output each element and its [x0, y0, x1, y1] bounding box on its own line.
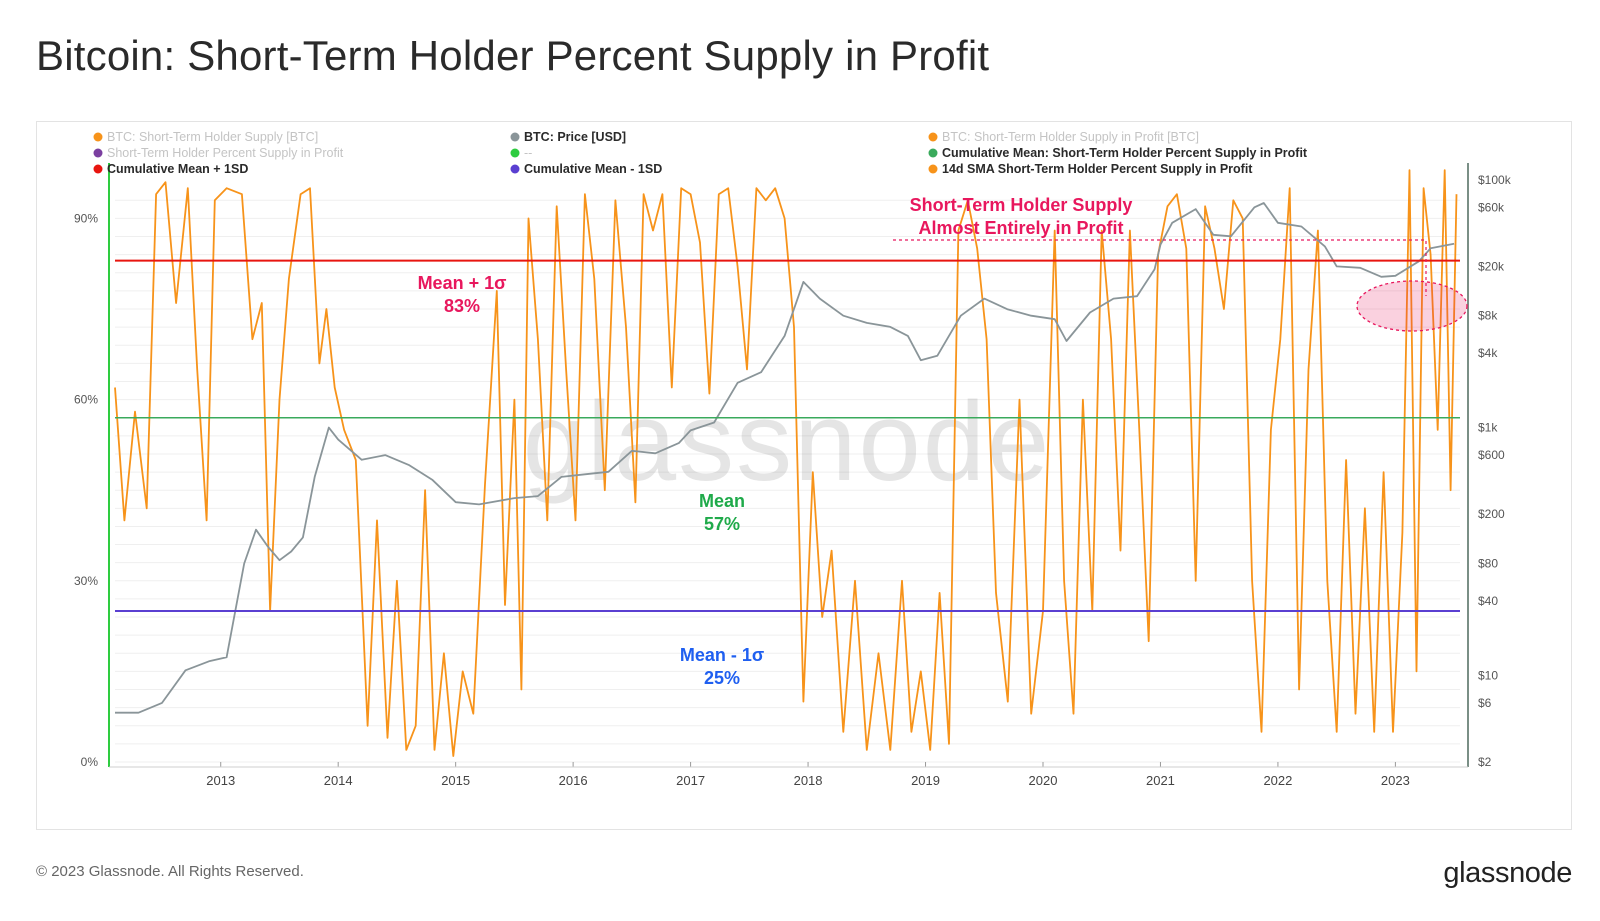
- btc-price-line: [115, 202, 1455, 714]
- y2-tick-label: $10: [1478, 668, 1498, 682]
- glassnode-logo: glassnode: [1443, 857, 1572, 889]
- chart-frame: [36, 121, 1572, 830]
- legend-marker: [928, 148, 938, 158]
- y-tick-label: 60%: [74, 393, 98, 407]
- x-tick-label: 2016: [559, 773, 588, 788]
- x-tick-label: 2013: [206, 773, 235, 788]
- y2-tick-label: $200: [1478, 507, 1505, 521]
- mean-minus-label: Mean - 1σ: [680, 645, 764, 665]
- legend-label[interactable]: BTC: Price [USD]: [524, 130, 626, 144]
- y2-tick-label: $6: [1478, 696, 1492, 710]
- y-tick-label: 30%: [74, 574, 98, 588]
- chart-title: Bitcoin: Short-Term Holder Percent Suppl…: [36, 32, 990, 79]
- legend-label[interactable]: Cumulative Mean: Short-Term Holder Perce…: [942, 146, 1308, 160]
- legend-label[interactable]: BTC: Short-Term Holder Supply in Profit …: [942, 130, 1199, 144]
- legend-marker: [928, 164, 938, 174]
- highlight-ellipse: [1356, 280, 1468, 332]
- y2-tick-label: $600: [1478, 448, 1505, 462]
- y2-tick-label: $40: [1478, 594, 1498, 608]
- y2-tick-label: $2: [1478, 755, 1492, 769]
- x-tick-label: 2018: [794, 773, 823, 788]
- legend-marker: [510, 164, 520, 174]
- y2-tick-label: $60k: [1478, 200, 1505, 214]
- y2-tick-label: $4k: [1478, 346, 1498, 360]
- x-tick-label: 2017: [676, 773, 705, 788]
- mean-minus-value: 25%: [704, 668, 740, 688]
- callout-leader-line: [893, 239, 1427, 296]
- x-tick-label: 2020: [1029, 773, 1058, 788]
- legend-label[interactable]: Short-Term Holder Percent Supply in Prof…: [107, 146, 344, 160]
- legend-label[interactable]: Cumulative Mean + 1SD: [107, 162, 248, 176]
- legend-label[interactable]: 14d SMA Short-Term Holder Percent Supply…: [942, 162, 1253, 176]
- y-tick-label: 0%: [81, 755, 99, 769]
- mean-plus-label: Mean + 1σ: [418, 273, 507, 293]
- y2-tick-label: $80: [1478, 557, 1498, 571]
- x-tick-label: 2014: [324, 773, 353, 788]
- watermark: glassnode: [523, 379, 1052, 504]
- legend-marker: [93, 164, 103, 174]
- legend-label[interactable]: BTC: Short-Term Holder Supply [BTC]: [107, 130, 318, 144]
- mean-label: Mean: [699, 491, 745, 511]
- legend-marker: [928, 132, 938, 142]
- callout-line-1: Short-Term Holder Supply: [910, 195, 1133, 215]
- legend-marker: [93, 132, 103, 142]
- sth-percent-supply-line: [114, 169, 1458, 757]
- mean-value: 57%: [704, 514, 740, 534]
- y2-tick-label: $1k: [1478, 421, 1498, 435]
- callout-line-2: Almost Entirely in Profit: [918, 218, 1123, 238]
- y-tick-label: 90%: [74, 211, 98, 225]
- x-tick-label: 2019: [911, 773, 940, 788]
- mean-plus-value: 83%: [444, 296, 480, 316]
- x-tick-label: 2023: [1381, 773, 1410, 788]
- legend-marker: [510, 132, 520, 142]
- y2-tick-label: $100k: [1478, 173, 1512, 187]
- legend-marker: [510, 148, 520, 158]
- legend-marker: [93, 148, 103, 158]
- y2-tick-label: $20k: [1478, 259, 1505, 273]
- y2-tick-label: $8k: [1478, 309, 1498, 323]
- x-tick-label: 2015: [441, 773, 470, 788]
- copyright-footer: © 2023 Glassnode. All Rights Reserved.: [36, 863, 304, 880]
- legend-label[interactable]: --: [524, 146, 532, 160]
- x-tick-label: 2021: [1146, 773, 1175, 788]
- x-tick-label: 2022: [1263, 773, 1292, 788]
- legend-label[interactable]: Cumulative Mean - 1SD: [524, 162, 662, 176]
